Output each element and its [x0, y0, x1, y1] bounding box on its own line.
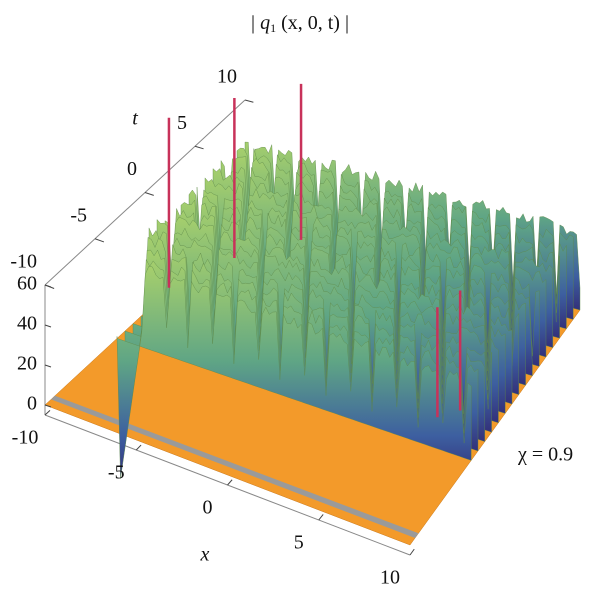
- t-tick: [244, 99, 254, 103]
- z-tick-label: 40: [17, 313, 37, 335]
- x-tick-label: -5: [108, 462, 125, 484]
- z-tick-label: 20: [17, 353, 37, 375]
- z-tick: [44, 284, 52, 288]
- x-tick-label: 5: [294, 532, 304, 554]
- t-tick-label: -5: [70, 204, 87, 226]
- floor-strip: [51, 395, 419, 538]
- z-tick: [44, 364, 52, 368]
- plot-area: -10 -5 0 5 10 -10 -5 0 5 10 0 20 40 60: [10, 66, 581, 589]
- t-tick-label: 5: [177, 112, 187, 134]
- t-tick-label: -10: [10, 251, 37, 273]
- t-tick: [94, 238, 105, 243]
- t-tick-label: 10: [217, 66, 237, 88]
- z-tick-label: 0: [27, 393, 37, 415]
- x-tick: [135, 444, 142, 451]
- x-tick: [318, 514, 324, 521]
- surface-row: [116, 265, 472, 479]
- x-tick: [227, 479, 233, 486]
- x-tick-label: -10: [12, 427, 39, 449]
- z-tick: [44, 404, 52, 408]
- x-axis-label: x: [200, 544, 210, 566]
- t-tick: [144, 192, 154, 196]
- t-axis-label: t: [132, 108, 138, 130]
- annotation: χ = 0.9: [517, 444, 573, 466]
- x-tick: [409, 548, 415, 556]
- z-tick-label: 60: [17, 273, 37, 295]
- t-tick-label: 0: [127, 158, 137, 180]
- z-tick: [44, 324, 52, 328]
- x-tick-label: 0: [203, 497, 213, 519]
- x-tick: [44, 410, 51, 416]
- t-tick: [194, 145, 204, 150]
- chart-title: | q1 (x, 0, t) |: [251, 12, 349, 35]
- x-tick-label: 10: [380, 567, 400, 589]
